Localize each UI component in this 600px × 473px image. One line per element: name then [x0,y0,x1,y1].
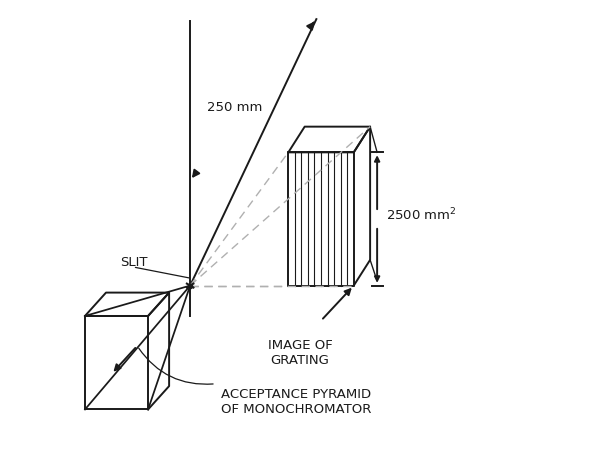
Text: 2500 mm$^2$: 2500 mm$^2$ [386,207,457,224]
Text: IMAGE OF
GRATING: IMAGE OF GRATING [268,339,332,368]
Text: SLIT: SLIT [120,256,148,269]
Text: 250 mm: 250 mm [207,101,262,114]
Text: ACCEPTANCE PYRAMID
OF MONOCHROMATOR: ACCEPTANCE PYRAMID OF MONOCHROMATOR [221,388,371,416]
